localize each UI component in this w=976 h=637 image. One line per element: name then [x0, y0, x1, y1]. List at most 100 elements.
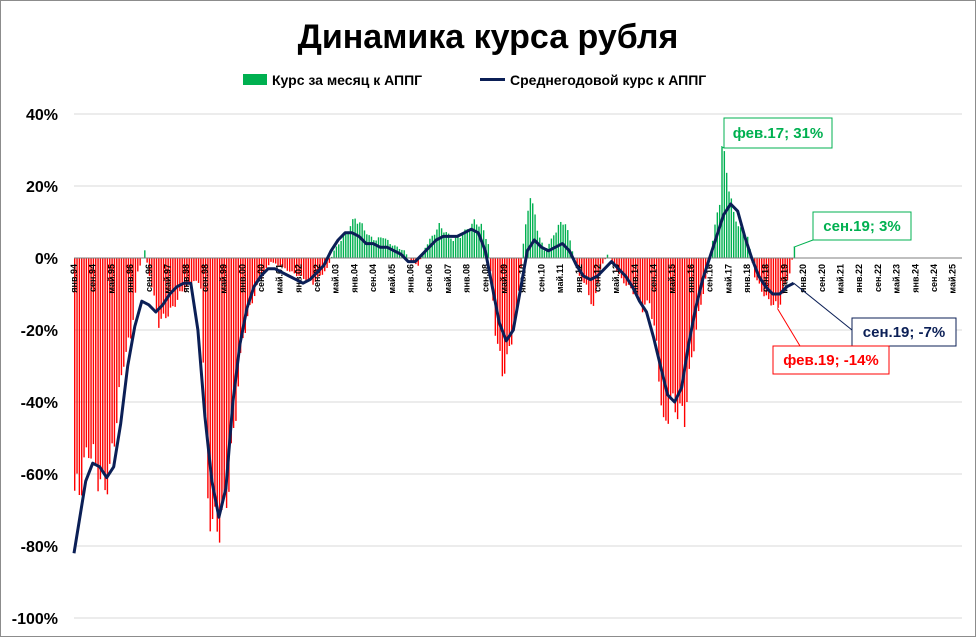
- bar: [627, 258, 630, 285]
- bar: [758, 258, 761, 284]
- bar: [410, 258, 412, 262]
- bar: [452, 241, 454, 258]
- bar: [658, 258, 660, 382]
- bar: [391, 245, 394, 258]
- bar: [279, 258, 282, 267]
- x-tick-label: май.17: [723, 264, 733, 294]
- annotation-label: фев.19; -14%: [783, 352, 879, 369]
- bar: [256, 258, 258, 285]
- bar: [345, 231, 347, 258]
- bar: [697, 258, 700, 312]
- x-tick-label: май.11: [555, 264, 565, 293]
- bar: [660, 258, 662, 406]
- bar: [312, 258, 314, 285]
- bar: [202, 258, 204, 363]
- bar: [515, 258, 518, 312]
- bar: [244, 258, 246, 333]
- annotation-label: фев.17; 31%: [733, 125, 824, 142]
- bar: [85, 258, 88, 448]
- x-tick-label: май.15: [667, 264, 677, 294]
- x-tick-label: янв.04: [349, 264, 359, 293]
- bar: [529, 198, 532, 258]
- bar: [209, 258, 211, 532]
- bar: [165, 258, 167, 319]
- bar: [417, 258, 419, 266]
- annotation-box: [812, 211, 912, 241]
- bar: [349, 226, 352, 258]
- bar: [270, 258, 272, 262]
- x-tick-label: май.07: [443, 264, 453, 294]
- bar: [300, 258, 303, 276]
- y-tick-label: -40%: [21, 395, 58, 412]
- bar: [95, 258, 97, 465]
- bar: [186, 258, 188, 287]
- bar: [686, 258, 688, 403]
- bar: [690, 258, 693, 358]
- bar: [590, 258, 592, 305]
- x-tick-label: май.97: [162, 264, 172, 294]
- bar: [613, 258, 616, 266]
- x-tick-label: янв.94: [69, 264, 79, 293]
- bar: [599, 258, 602, 270]
- x-tick-label: май.01: [275, 264, 285, 294]
- bar: [508, 258, 511, 347]
- x-tick-label: сен.94: [88, 264, 98, 292]
- bar: [543, 250, 546, 258]
- bar: [534, 214, 536, 258]
- bar: [616, 258, 618, 271]
- bar: [181, 258, 183, 292]
- y-tick-label: -60%: [21, 467, 58, 484]
- x-tick-label: сен.12: [592, 264, 602, 292]
- bar: [109, 258, 111, 464]
- bar: [99, 258, 102, 480]
- bar: [527, 210, 529, 258]
- bar: [763, 258, 765, 297]
- bar: [246, 258, 249, 317]
- bar: [216, 258, 218, 532]
- bar: [174, 258, 176, 307]
- bar: [630, 258, 632, 289]
- bar: [291, 258, 293, 272]
- bar: [74, 258, 76, 491]
- bar: [125, 258, 127, 352]
- bar: [267, 258, 270, 266]
- bar: [263, 258, 265, 273]
- bar: [169, 258, 172, 308]
- bar: [333, 250, 335, 258]
- bar: [510, 258, 513, 345]
- bar: [779, 258, 782, 305]
- bar: [447, 233, 450, 258]
- bar: [501, 258, 504, 377]
- bar: [473, 219, 476, 258]
- bar: [172, 258, 174, 307]
- bar: [223, 258, 225, 492]
- bar: [167, 258, 169, 317]
- bar: [197, 258, 200, 283]
- x-tick-label: янв.96: [125, 264, 135, 293]
- annotation-box: [723, 117, 833, 149]
- y-tick-label: 20%: [26, 179, 58, 196]
- bar: [768, 258, 770, 300]
- bar: [331, 256, 333, 258]
- bar: [632, 258, 634, 295]
- bar: [214, 258, 216, 507]
- x-axis: янв.94 сен.94 май.95 янв.96 сен.96 май.97 янв.…: [69, 264, 958, 294]
- bar: [637, 258, 639, 296]
- bar: [688, 258, 690, 369]
- bar: [777, 258, 779, 308]
- bar: [525, 224, 527, 258]
- bar: [576, 258, 578, 267]
- annotation-callout: сен.19; 3%: [793, 211, 912, 248]
- x-tick-label: сен.06: [424, 264, 434, 292]
- bar: [732, 211, 735, 258]
- bar: [604, 258, 606, 260]
- bar: [366, 234, 368, 258]
- annotation-label: сен.19; 3%: [823, 218, 900, 235]
- x-tick-label: май.99: [219, 264, 229, 294]
- bar: [130, 258, 132, 339]
- bar: [539, 237, 541, 258]
- bar: [338, 244, 340, 258]
- bar: [651, 258, 653, 319]
